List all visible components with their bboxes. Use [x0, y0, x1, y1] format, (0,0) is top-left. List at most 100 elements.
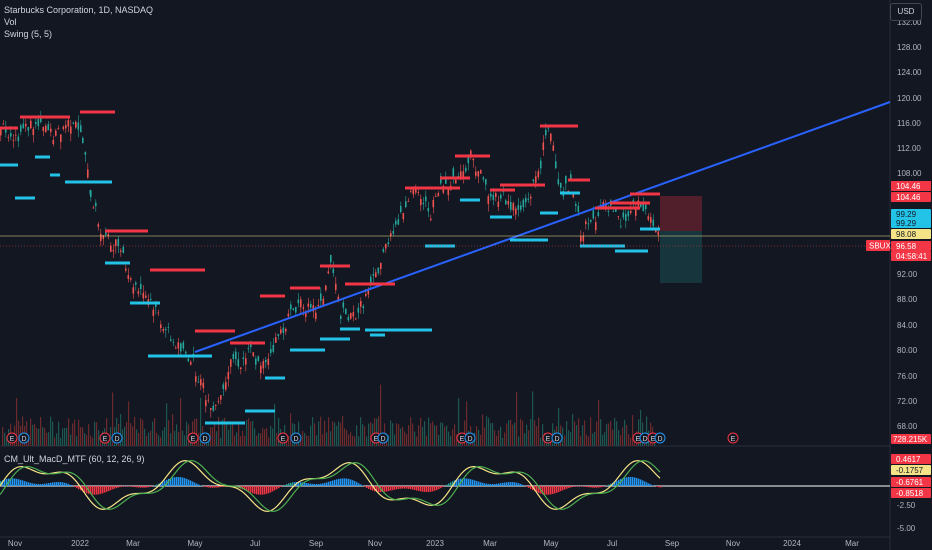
macd-histogram-bar	[494, 483, 496, 486]
volume-bar	[396, 423, 398, 446]
macd-histogram-bar	[148, 486, 150, 488]
volume-bar	[624, 419, 626, 446]
volume-bar	[98, 430, 100, 446]
volume-legend[interactable]: Vol	[4, 17, 17, 27]
volume-bar	[498, 430, 500, 446]
volume-bar	[308, 435, 310, 446]
volume-bar	[324, 420, 326, 446]
volume-bar	[130, 423, 132, 446]
macd-histogram-bar	[478, 481, 480, 486]
macd-histogram-bar	[498, 483, 500, 486]
candle-body	[232, 354, 235, 359]
volume-bar	[422, 426, 424, 446]
candle-body	[617, 216, 620, 218]
macd-histogram-bar	[322, 483, 324, 486]
macd-histogram-bar	[76, 486, 78, 489]
volume-bar	[538, 417, 540, 446]
volume-bar	[124, 426, 126, 446]
volume-bar	[338, 421, 340, 446]
volume-bar	[148, 432, 150, 446]
currency-button[interactable]: USD	[890, 3, 922, 21]
volume-bar	[40, 416, 42, 446]
volume-bar	[492, 423, 494, 446]
volume-bar	[170, 433, 172, 446]
volume-bar	[578, 418, 580, 446]
macd-histogram-bar	[408, 486, 410, 489]
volume-bar	[92, 437, 94, 446]
candle-body	[210, 408, 212, 410]
macd-histogram-bar	[198, 484, 200, 486]
candle-body	[282, 327, 285, 333]
macd-histogram-bar	[12, 478, 14, 486]
price-tag-label: 04:58:41	[896, 252, 928, 261]
candle-body	[265, 360, 267, 363]
candle-body	[540, 160, 542, 169]
macd-histogram-bar	[306, 483, 308, 486]
macd-histogram-bar	[402, 486, 404, 489]
volume-bar	[162, 430, 164, 446]
volume-bar	[178, 431, 180, 446]
swing-high-level	[568, 178, 590, 182]
macd-histogram-bar	[468, 478, 470, 486]
macd-histogram-bar	[314, 484, 316, 486]
volume-bar	[376, 418, 378, 446]
macd-legend[interactable]: CM_Ult_MacD_MTF (60, 12, 26, 9)	[4, 454, 145, 464]
macd-histogram-bar	[518, 483, 520, 486]
macd-histogram-bar	[256, 486, 258, 495]
macd-histogram-bar	[560, 486, 562, 492]
volume-bar	[180, 398, 182, 446]
macd-histogram-bar	[182, 477, 184, 486]
macd-histogram-bar	[40, 484, 42, 486]
macd-histogram-bar	[16, 478, 18, 486]
macd-histogram-bar	[388, 486, 390, 492]
macd-histogram-bar	[178, 476, 180, 486]
candle-body	[362, 306, 365, 309]
candle-body	[300, 299, 302, 308]
candle-body	[582, 235, 585, 242]
volume-bar	[424, 421, 426, 446]
candle-body	[505, 200, 507, 205]
candle-body	[60, 134, 62, 143]
macd-histogram-bar	[252, 486, 254, 494]
candle-body	[517, 205, 520, 210]
macd-histogram-bar	[522, 484, 524, 486]
candle-body	[100, 233, 102, 241]
symbol-title[interactable]: Starbucks Corporation, 1D, NASDAQ	[4, 5, 154, 15]
macd-histogram-bar	[650, 484, 652, 486]
volume-bar	[316, 435, 318, 446]
price-axis-label: 88.00	[897, 295, 918, 304]
swing-legend[interactable]: Swing (5, 5)	[4, 29, 53, 39]
macd-histogram-bar	[34, 483, 36, 486]
candle-body	[207, 399, 210, 401]
candle-body	[135, 282, 137, 285]
volume-bar	[572, 414, 574, 446]
candle-body	[455, 179, 457, 184]
macd-histogram-bar	[272, 486, 274, 492]
macd-histogram-bar	[490, 484, 492, 486]
volume-bar	[626, 425, 628, 446]
volume-bar	[380, 384, 382, 446]
event-marker	[727, 432, 739, 444]
macd-histogram-bar	[108, 486, 110, 491]
swing-high-level	[230, 341, 265, 345]
volume-bar	[134, 416, 136, 446]
macd-histogram-bar	[628, 477, 630, 486]
volume-bar	[618, 429, 620, 446]
macd-histogram-bar	[368, 486, 370, 489]
candle-body	[115, 239, 117, 247]
candle-body	[627, 211, 630, 217]
volume-bar	[438, 434, 440, 446]
time-axis-label: May	[543, 539, 558, 548]
macd-histogram-bar	[426, 486, 428, 493]
swing-high-level	[345, 282, 395, 286]
macd-histogram-bar	[246, 486, 248, 491]
macd-histogram-bar	[632, 477, 634, 486]
volume-bar	[266, 428, 268, 446]
macd-histogram-bar	[584, 486, 586, 487]
volume-bar	[366, 436, 368, 446]
candle-body	[57, 128, 60, 130]
time-axis-label: Mar	[126, 539, 140, 548]
volume-bar	[518, 436, 520, 446]
macd-histogram-bar	[326, 482, 328, 486]
